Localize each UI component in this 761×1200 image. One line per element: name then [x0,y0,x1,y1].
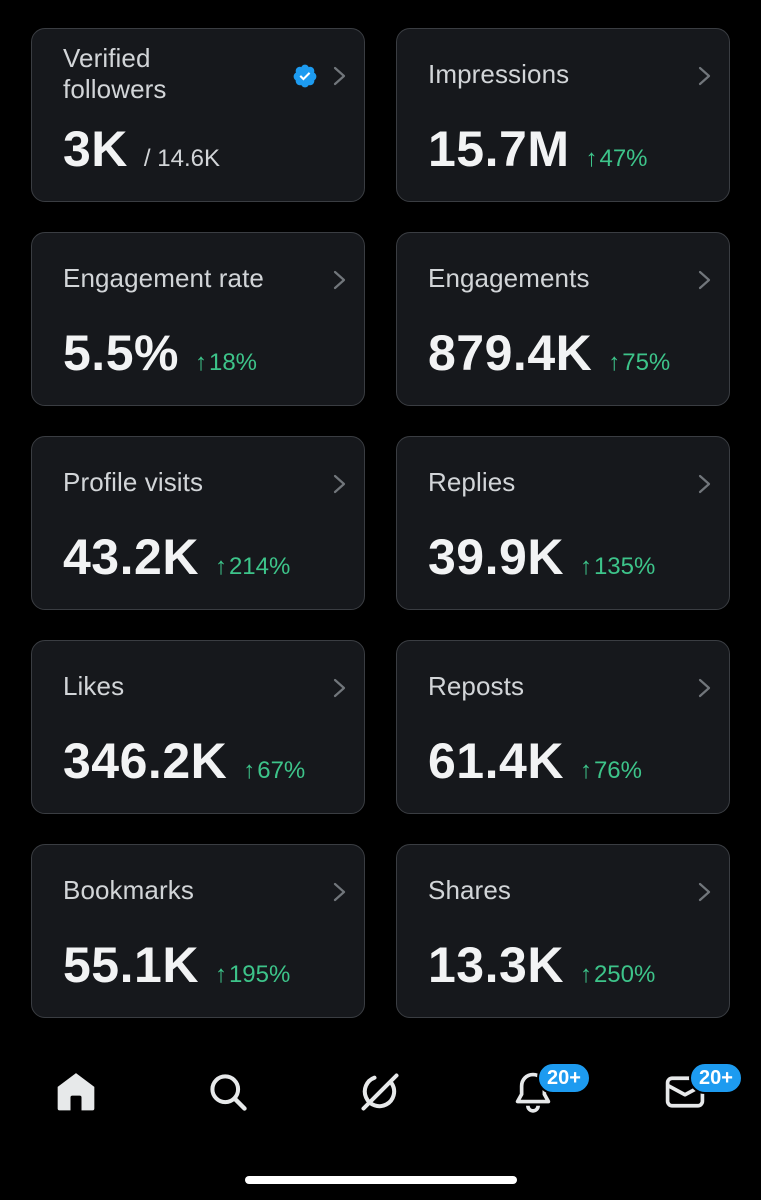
stat-change: ↑ 135% [580,553,655,581]
card-bookmarks[interactable]: Bookmarks 55.1K ↑ 195% [31,844,365,1018]
card-title: Bookmarks [63,875,194,905]
stat-value: 55.1K [63,937,199,993]
value-row: 55.1K ↑ 195% [63,937,290,993]
value-row: 346.2K ↑ 67% [63,733,305,789]
chevron-right-icon [698,678,711,698]
home-indicator[interactable] [245,1176,517,1184]
card-engagements[interactable]: Engagements 879.4K ↑ 75% [396,232,730,406]
stat-value: 346.2K [63,733,228,789]
chevron-right-icon [698,474,711,494]
stat-change: ↑ 214% [215,553,290,581]
stat-change: ↑ 250% [580,961,655,989]
arrow-up-icon: ↑ [214,961,227,988]
grok-icon [361,1073,399,1111]
value-row: 5.5% ↑ 18% [63,325,257,381]
chevron-right-icon [333,882,346,902]
value-row: 15.7M ↑ 47% [428,121,648,177]
chevron-right-icon [698,882,711,902]
stat-change: ↑ 76% [580,757,642,785]
value-row: 43.2K ↑ 214% [63,529,290,585]
stat-value: 5.5% [63,325,179,381]
chevron-right-icon [333,678,346,698]
search-icon [210,1074,247,1111]
stat-change: ↑ 67% [243,757,305,785]
card-title: Reposts [428,671,525,701]
card-title: Shares [428,875,511,905]
stat-value: 3K [63,121,128,177]
card-shares[interactable]: Shares 13.3K ↑ 250% [396,844,730,1018]
card-replies[interactable]: Replies 39.9K ↑ 135% [396,436,730,610]
change-percent: 195% [228,961,291,988]
card-title: Impressions [428,59,570,89]
card-title: Verified followers [63,43,167,104]
card-title: Replies [428,467,516,497]
stat-value: 61.4K [428,733,564,789]
arrow-up-icon: ↑ [579,961,592,988]
change-percent: 18% [208,349,258,376]
bottom-nav-bar: 20+ 20+ [0,1048,761,1138]
stat-total: / 14.6K [143,145,220,172]
card-impressions[interactable]: Impressions 15.7M ↑ 47% [396,28,730,202]
card-verified-followers[interactable]: Verified followers 3K / 14.6K [31,28,365,202]
change-percent: 250% [593,961,656,988]
change-percent: 47% [599,145,648,172]
card-title: Engagements [428,263,590,293]
change-percent: 75% [622,349,671,376]
stat-value: 15.7M [428,121,570,177]
change-percent: 135% [593,553,656,580]
card-reposts[interactable]: Reposts 61.4K ↑ 76% [396,640,730,814]
stat-value: 13.3K [428,937,564,993]
chevron-right-icon [698,270,711,290]
nav-notifications[interactable]: 20+ [511,1062,591,1118]
stat-change: ↑ 75% [608,349,670,377]
nav-grok[interactable] [358,1070,406,1118]
verified-badge-icon [293,64,317,88]
chevron-right-icon [333,270,346,290]
notifications-badge: 20+ [537,1062,591,1094]
arrow-up-icon: ↑ [243,757,256,784]
card-profile-visits[interactable]: Profile visits 43.2K ↑ 214% [31,436,365,610]
change-percent: 76% [593,757,642,784]
stat-value: 879.4K [428,325,593,381]
arrow-up-icon: ↑ [214,553,227,580]
value-row: 61.4K ↑ 76% [428,733,642,789]
analytics-grid: Verified followers 3K / 14.6K Impression… [31,28,730,1018]
chevron-right-icon [333,474,346,494]
stat-change: ↑ 47% [585,145,647,173]
card-title: Likes [63,671,125,701]
arrow-up-icon: ↑ [194,349,207,376]
nav-search[interactable] [206,1070,254,1118]
change-percent: 214% [228,553,291,580]
arrow-up-icon: ↑ [585,145,598,172]
stat-change: ↑ 195% [215,961,290,989]
change-percent: 67% [257,757,306,784]
messages-badge: 20+ [689,1062,743,1094]
arrow-up-icon: ↑ [579,553,592,580]
card-title: Engagement rate [63,263,264,293]
home-icon [57,1073,95,1111]
nav-messages[interactable]: 20+ [663,1062,743,1118]
value-row: 39.9K ↑ 135% [428,529,655,585]
stat-value: 39.9K [428,529,564,585]
arrow-up-icon: ↑ [579,757,592,784]
value-row: 13.3K ↑ 250% [428,937,655,993]
value-row: 3K / 14.6K [63,121,220,177]
stat-value: 43.2K [63,529,199,585]
card-engagement-rate[interactable]: Engagement rate 5.5% ↑ 18% [31,232,365,406]
chevron-right-icon [333,66,346,86]
nav-home[interactable] [54,1070,102,1118]
stat-change: ↑ 18% [195,349,257,377]
card-likes[interactable]: Likes 346.2K ↑ 67% [31,640,365,814]
chevron-right-icon [698,66,711,86]
card-title: Profile visits [63,467,204,497]
value-row: 879.4K ↑ 75% [428,325,670,381]
arrow-up-icon: ↑ [608,349,621,376]
